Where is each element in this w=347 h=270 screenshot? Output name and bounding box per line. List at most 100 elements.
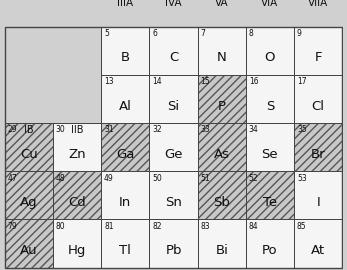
Text: 7: 7 [201, 29, 205, 38]
Bar [197, 123, 246, 171]
Text: VIIA: VIIA [308, 0, 328, 8]
Text: 6: 6 [152, 29, 157, 38]
Bar [197, 75, 246, 123]
Text: Cu: Cu [20, 148, 38, 161]
Text: As: As [214, 148, 230, 161]
Text: 5: 5 [104, 29, 109, 38]
Text: O: O [265, 51, 275, 64]
Bar [101, 26, 150, 75]
Text: 15: 15 [201, 77, 210, 86]
Text: Sn: Sn [165, 196, 182, 209]
Bar [294, 26, 342, 75]
Text: 85: 85 [297, 222, 306, 231]
Bar [5, 219, 53, 268]
Text: In: In [119, 196, 132, 209]
Text: P: P [218, 100, 226, 113]
Text: Tl: Tl [119, 244, 131, 257]
Text: Sb: Sb [213, 196, 230, 209]
Bar [101, 123, 150, 171]
Text: N: N [217, 51, 227, 64]
Bar [5, 171, 53, 219]
Text: 81: 81 [104, 222, 113, 231]
Text: 53: 53 [297, 174, 307, 183]
Bar [197, 219, 246, 268]
Text: 50: 50 [152, 174, 162, 183]
Text: VA: VA [215, 0, 229, 8]
Text: Ga: Ga [116, 148, 135, 161]
Text: 49: 49 [104, 174, 114, 183]
Text: Te: Te [263, 196, 277, 209]
Text: VIA: VIA [261, 0, 279, 8]
Text: IIIA: IIIA [117, 0, 133, 8]
Text: B: B [121, 51, 130, 64]
Text: Zn: Zn [68, 148, 86, 161]
Text: 16: 16 [249, 77, 258, 86]
Bar [5, 123, 53, 171]
Text: 48: 48 [56, 174, 66, 183]
Text: 47: 47 [8, 174, 17, 183]
Bar [294, 123, 342, 171]
Text: 13: 13 [104, 77, 114, 86]
Bar [197, 26, 246, 75]
Bar [246, 123, 294, 171]
Text: Ag: Ag [20, 196, 38, 209]
Text: Bi: Bi [215, 244, 228, 257]
Bar [246, 171, 294, 219]
Bar [150, 171, 197, 219]
Text: Ge: Ge [164, 148, 183, 161]
Text: IVA: IVA [165, 0, 182, 8]
Bar [197, 171, 246, 219]
Text: At: At [311, 244, 325, 257]
Text: 34: 34 [249, 125, 259, 134]
Bar [150, 219, 197, 268]
Text: 52: 52 [249, 174, 258, 183]
Bar [5, 171, 53, 219]
Text: Al: Al [119, 100, 132, 113]
Text: 35: 35 [297, 125, 307, 134]
Text: 8: 8 [249, 29, 253, 38]
Bar [101, 219, 150, 268]
Text: IB: IB [24, 125, 34, 135]
Text: C: C [169, 51, 178, 64]
Bar [150, 75, 197, 123]
Bar [197, 123, 246, 171]
Text: 29: 29 [8, 125, 17, 134]
Bar [294, 75, 342, 123]
Bar [5, 219, 53, 268]
Text: Se: Se [262, 148, 278, 161]
Text: Pb: Pb [165, 244, 182, 257]
Text: I: I [316, 196, 320, 209]
Text: Po: Po [262, 244, 278, 257]
Bar [246, 75, 294, 123]
Bar [53, 219, 101, 268]
Bar [101, 123, 150, 171]
Text: 17: 17 [297, 77, 306, 86]
Bar [197, 171, 246, 219]
Text: Au: Au [20, 244, 38, 257]
Text: 33: 33 [201, 125, 210, 134]
Bar [150, 123, 197, 171]
Text: 14: 14 [152, 77, 162, 86]
Bar [53, 171, 101, 219]
Bar [246, 26, 294, 75]
Text: 32: 32 [152, 125, 162, 134]
Bar [246, 219, 294, 268]
Text: 31: 31 [104, 125, 114, 134]
Bar [101, 75, 150, 123]
Text: S: S [266, 100, 274, 113]
Text: 80: 80 [56, 222, 66, 231]
Text: Si: Si [168, 100, 179, 113]
Text: Cd: Cd [68, 196, 86, 209]
Bar [101, 171, 150, 219]
Bar [5, 123, 53, 171]
Text: 9: 9 [297, 29, 302, 38]
Text: 83: 83 [201, 222, 210, 231]
Text: Hg: Hg [68, 244, 86, 257]
Bar [150, 26, 197, 75]
Text: 30: 30 [56, 125, 66, 134]
Text: 79: 79 [8, 222, 17, 231]
Text: Br: Br [311, 148, 325, 161]
Bar [53, 171, 101, 219]
Bar [294, 123, 342, 171]
Text: F: F [314, 51, 322, 64]
